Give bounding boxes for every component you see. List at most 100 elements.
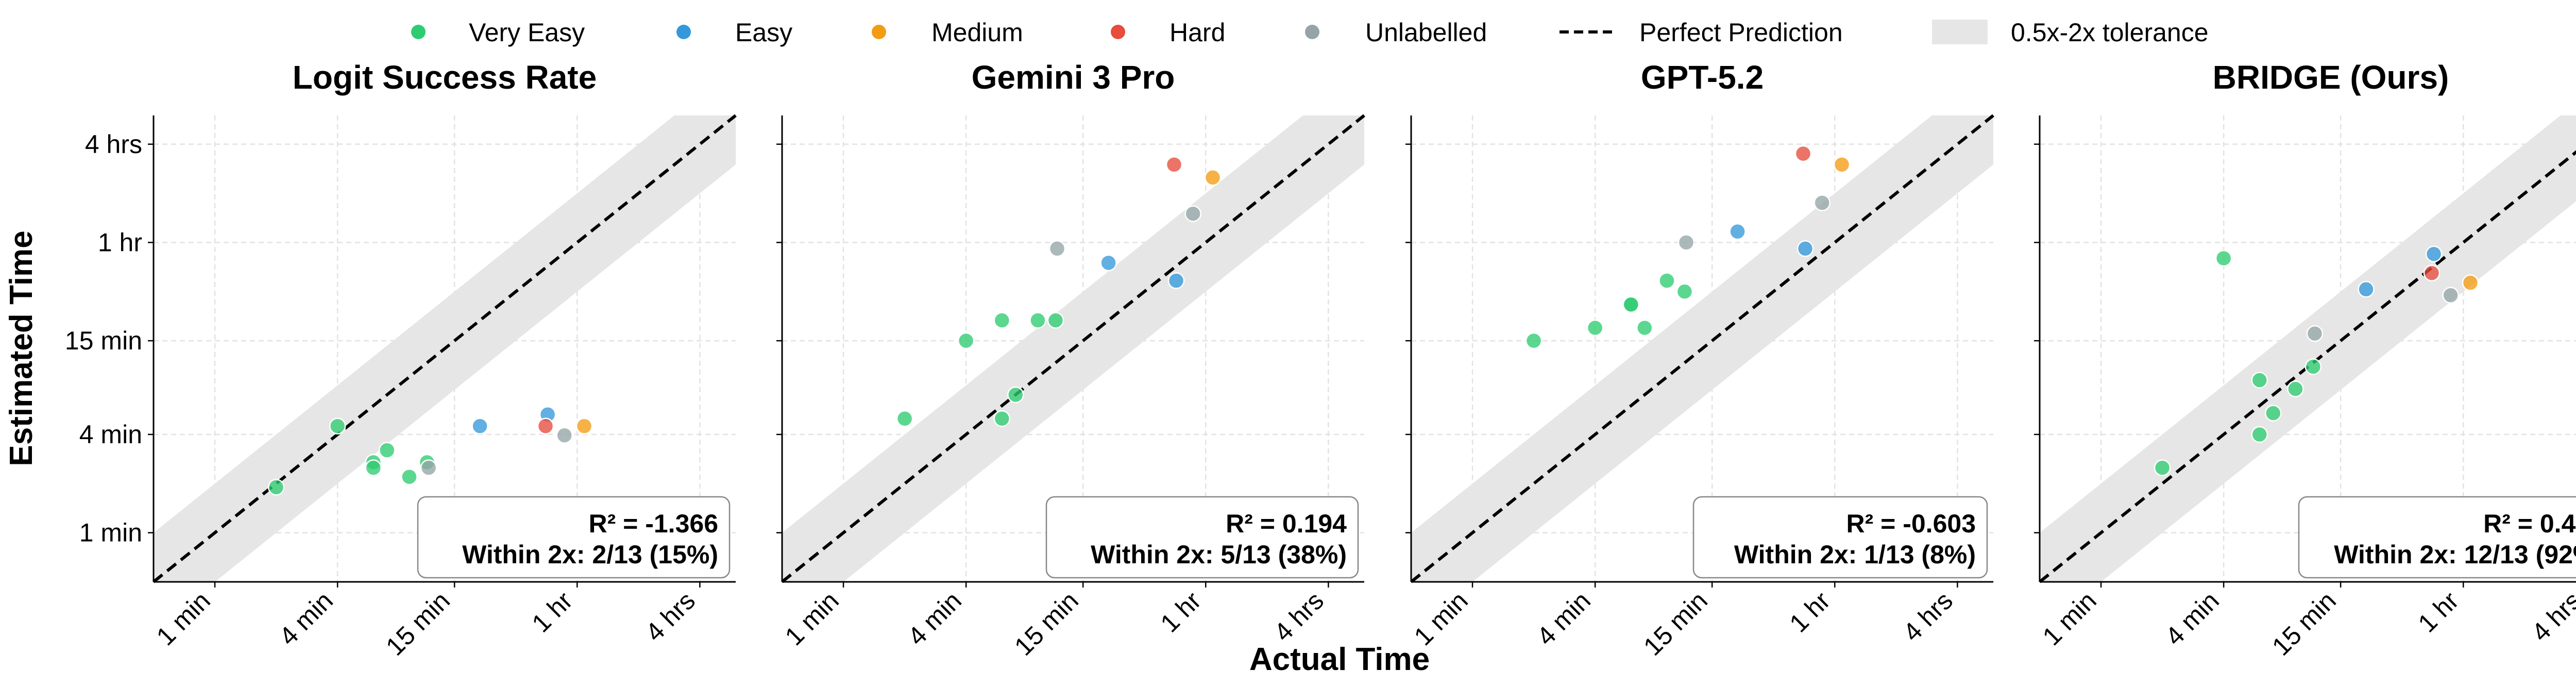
data-point-very-easy [401,468,418,485]
data-point-unlabelled [420,459,437,476]
stats-box [1692,496,1988,579]
x-tick-label: 4 hrs [1268,586,1329,647]
data-point-very-easy [2304,358,2322,375]
legend-label: Easy [735,18,792,47]
data-point-easy [2358,281,2375,298]
x-tick-label: 15 min [380,586,455,661]
perfect-prediction-line [2039,150,2576,583]
data-point-unlabelled [2442,287,2459,304]
x-tick-label: 1 hr [1784,586,1836,638]
y-axis-label: Estimated Time [4,230,39,466]
x-tick-label: 4 min [1531,586,1596,651]
legend-marker [1305,25,1319,39]
data-point-very-easy [1525,332,1543,349]
legend-item: Very Easy [411,18,585,47]
legend-marker [872,25,886,39]
data-point-very-easy [2265,405,2282,422]
legend-marker [676,25,691,39]
x-tick-label: 1 hr [2413,586,2465,638]
data-point-very-easy [1047,312,1064,329]
data-point-very-easy [329,417,346,435]
data-point-very-easy [1007,386,1024,404]
x-tick-label: 1 hr [527,586,579,638]
data-point-very-easy [2251,426,2268,443]
x-tick-label: 1 min [779,586,844,651]
data-point-unlabelled [556,427,573,444]
x-tick-label: 15 min [1009,586,1084,661]
legend-item: Medium [872,18,1023,47]
data-point-very-easy [896,410,913,427]
panel-title: BRIDGE (Ours) [2213,59,2449,96]
legend-label: Perfect Prediction [1639,18,1843,47]
data-point-medium [2462,274,2479,291]
legend-item: Easy [676,18,792,47]
data-point-very-easy [993,312,1011,329]
legend-label: Very Easy [469,18,585,47]
data-point-hard [1794,145,1812,162]
x-tick-label: 4 min [902,586,967,651]
legend-item: Unlabelled [1305,18,1487,47]
data-point-easy [1100,254,1117,272]
panel-4: BRIDGE (Ours) 1 min 4 min 15 min 1 hr 4 hrs R²… [2034,59,2576,661]
perfect-prediction-line [781,114,1365,583]
r2-value: R² = 0.450 [2483,509,2576,538]
x-axis-label: Actual Time [1249,642,1430,677]
data-point-very-easy [2287,380,2304,397]
legend-label: Hard [1170,18,1225,47]
data-point-very-easy [2215,249,2232,267]
x-tick-label: 15 min [1638,586,1713,661]
r2-value: R² = -0.603 [1846,509,1976,538]
data-point-hard [1165,156,1183,173]
data-point-very-easy [1029,312,1046,329]
tolerance-band [2040,115,2576,582]
x-tick-label: 4 min [274,586,338,651]
within-2x-value: Within 2x: 1/13 (8%) [1734,540,1976,569]
legend-patch [1932,20,1988,44]
x-tick-label: 4 hrs [640,586,701,647]
panels: Logit Success Rate 1 min 1 min 4 min 4 min 15… [65,59,2576,661]
data-point-unlabelled [1814,194,1831,211]
legend-marker [411,25,426,39]
x-tick-label: 1 min [151,586,216,651]
data-point-very-easy [1676,283,1693,300]
data-point-easy [2425,245,2443,263]
data-point-unlabelled [1048,240,1066,257]
x-tick-label: 1 min [2037,586,2102,651]
data-point-medium [1833,156,1851,173]
legend: Very Easy Easy Medium Hard Unlabelled Perfect… [411,18,2209,47]
stats-box [417,496,731,579]
panel-2: Gemini 3 Pro 1 min 4 min 15 min 1 hr 4 hrs R² … [776,59,1365,661]
data-point-medium [575,417,593,435]
within-2x-value: Within 2x: 5/13 (38%) [1091,540,1347,569]
panel-1: Logit Success Rate 1 min 1 min 4 min 4 min 15… [65,59,737,661]
data-point-very-easy [267,479,285,496]
y-tick-label: 1 hr [98,228,142,257]
panel-title: Gemini 3 Pro [972,59,1175,96]
data-point-easy [1167,272,1185,289]
data-point-hard [2423,264,2441,281]
y-tick-label: 1 min [79,518,142,547]
data-point-very-easy [1636,319,1653,337]
data-point-very-easy [993,410,1011,427]
data-point-very-easy [1586,319,1604,337]
x-tick-label: 15 min [2266,586,2342,661]
legend-item: Perfect Prediction [1560,18,1843,47]
perfect-prediction-line [1410,114,1994,583]
legend-marker [1111,25,1125,39]
data-point-unlabelled [1677,234,1695,251]
panel-title: Logit Success Rate [293,59,597,96]
x-tick-label: 4 hrs [2526,586,2576,647]
data-point-very-easy [957,332,975,349]
data-point-very-easy [365,459,382,476]
data-point-hard [537,417,554,435]
x-tick-label: 4 min [2160,586,2225,651]
data-point-very-easy [2154,459,2171,476]
data-point-unlabelled [2306,325,2324,342]
perfect-prediction-line [152,114,737,583]
data-point-unlabelled [1184,205,1201,222]
x-tick-label: 4 hrs [1897,586,1958,647]
